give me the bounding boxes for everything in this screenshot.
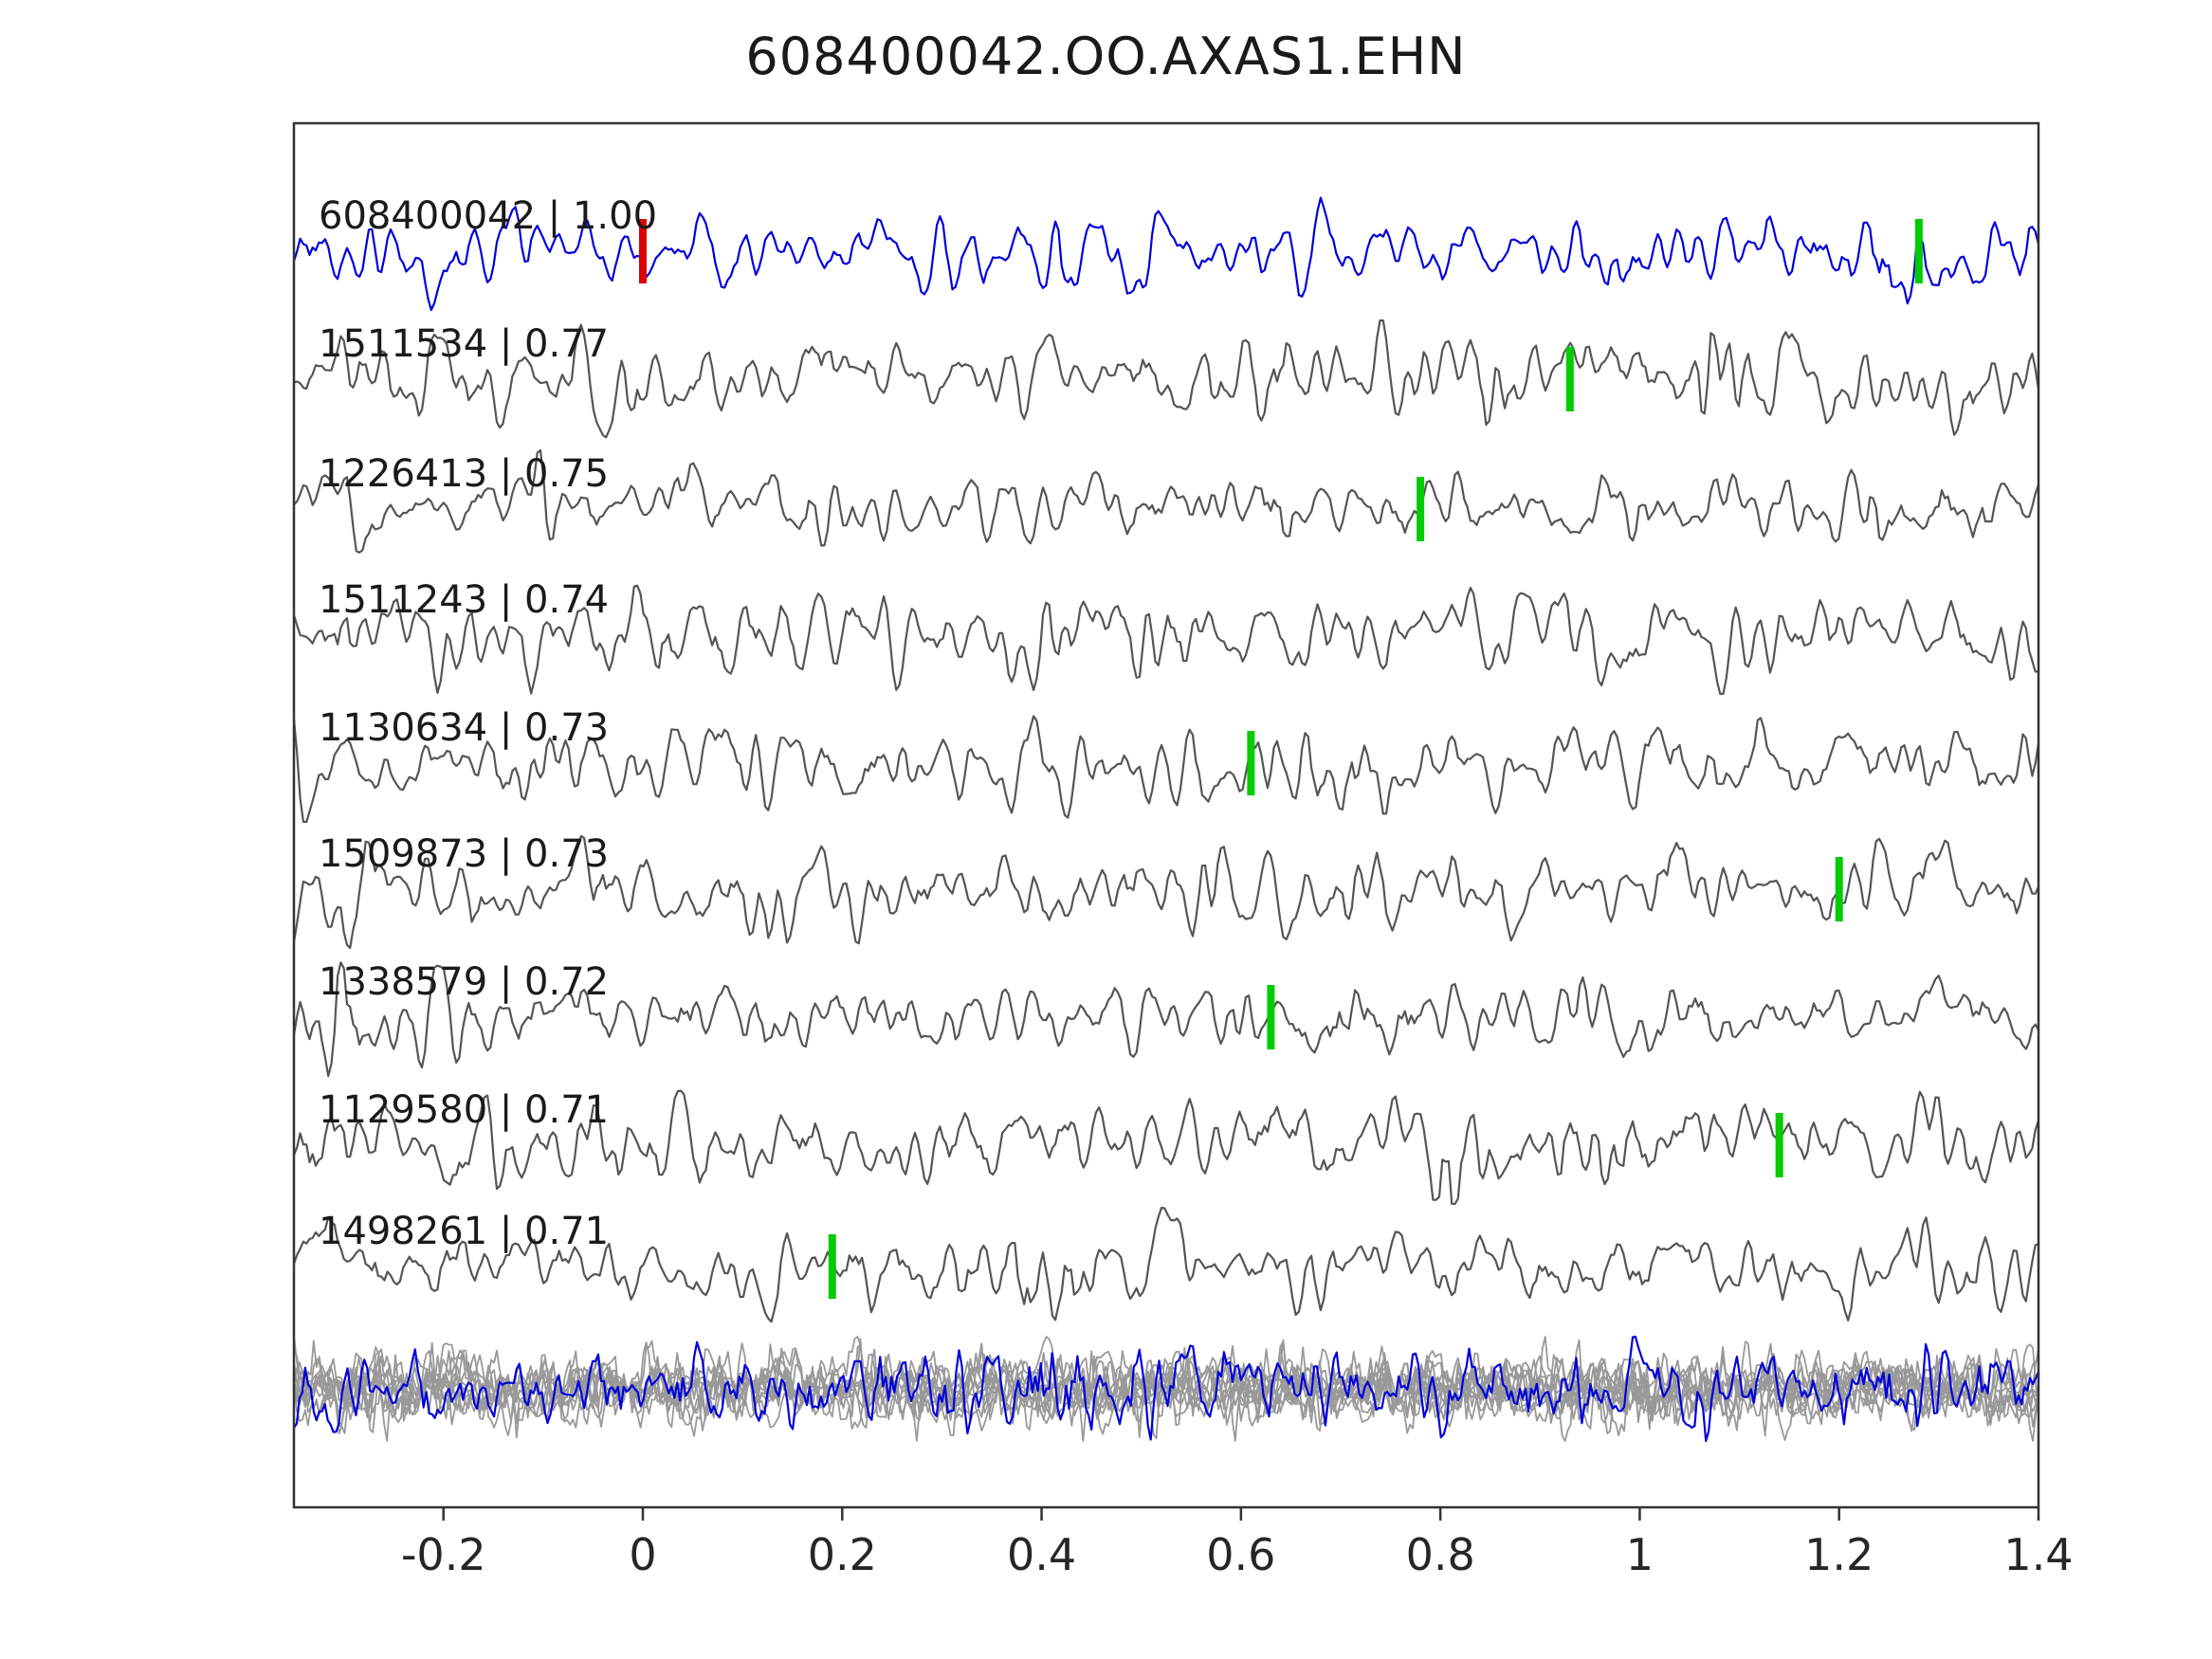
matched-trace [294,1089,2038,1206]
chart-title: 608400042.OO.AXAS1.EHN [745,27,1467,86]
x-tick-label: 0 [629,1529,656,1580]
x-tick-label: 0.6 [1206,1529,1275,1580]
x-tick-label: 0.2 [808,1529,877,1580]
trace-label: 1226413 | 0.75 [319,452,609,496]
template-trace [294,196,2038,312]
x-tick-label: -0.2 [401,1529,486,1580]
matched-trace [294,1206,2038,1323]
matched-trace [294,961,2038,1078]
overlay-template-trace [294,1335,2038,1443]
trace-label: 608400042 | 1.00 [319,194,657,238]
trace-label: 1338579 | 0.72 [319,960,609,1004]
matched-trace [294,834,2038,950]
trace-label: 1130634 | 0.73 [319,706,609,750]
traces-group: 608400042 | 1.00 1511534 | 0.77 1226413 | … [294,194,2038,1443]
x-tick-label: 1.4 [2003,1529,2073,1580]
x-tick-label: 0.8 [1406,1529,1475,1580]
matched-trace [294,715,2038,824]
trace-label: 1498261 | 0.71 [319,1210,609,1253]
trace-label: 1511243 | 0.74 [319,578,609,622]
x-tick-label: 1.2 [1804,1529,1874,1580]
x-tick-label: 1 [1626,1529,1654,1580]
overlay-gray-trace [294,1336,2038,1440]
matched-trace [294,448,2038,554]
x-tick-label: 0.4 [1007,1529,1076,1580]
trace-label: 1129580 | 0.71 [319,1088,609,1132]
matched-trace [294,584,2038,696]
overlay-gray-trace [294,1359,2038,1442]
trace-label: 1509873 | 0.73 [319,832,609,876]
axes-box [292,121,2040,1509]
matched-trace [294,319,2038,439]
trace-label: 1511534 | 0.77 [319,322,609,366]
